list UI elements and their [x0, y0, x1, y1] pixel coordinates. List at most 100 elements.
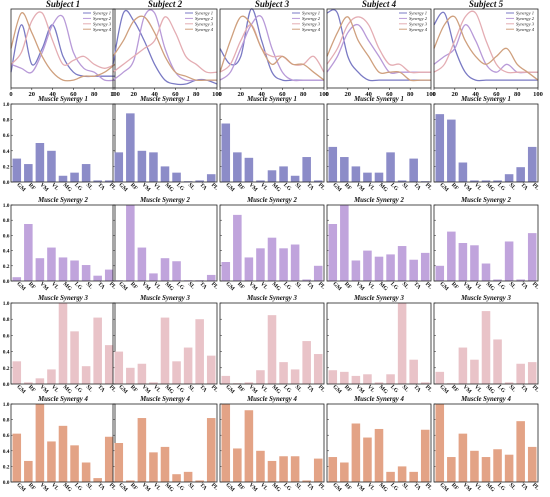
legend-label: Synergy 2 — [195, 16, 214, 21]
category-label: PL — [108, 384, 117, 393]
bar-lg — [70, 331, 79, 384]
bar-ta — [516, 167, 525, 182]
category-label: RF — [129, 482, 139, 492]
x-tick-label: 100 — [110, 91, 120, 98]
legend-label: Synergy 2 — [516, 16, 535, 21]
subject-title: Subject 2 — [148, 0, 183, 9]
bar-vl — [363, 437, 372, 482]
bar-pl — [104, 345, 114, 384]
bar-gm — [435, 371, 445, 384]
bar-pl — [104, 180, 114, 182]
bar-pl — [313, 354, 323, 384]
bar-lg — [493, 339, 502, 384]
x-tick-label: 80 — [193, 91, 200, 98]
category-label: VM — [38, 182, 49, 193]
category-label: VM — [354, 182, 365, 193]
x-tick-label: 100 — [319, 91, 329, 98]
bar-pl — [420, 252, 430, 281]
bar-rf — [24, 164, 33, 182]
bar-gm — [328, 146, 338, 182]
bar-rf — [233, 152, 242, 182]
category-label: GM — [331, 482, 343, 494]
bar-vl — [363, 250, 372, 281]
bar-vm — [351, 166, 361, 182]
category-label: LG — [282, 384, 292, 394]
bar-pl — [527, 146, 537, 182]
bar-sl — [81, 366, 91, 384]
category-label: VL — [473, 482, 483, 492]
activation-line-synergy-2 — [433, 24, 538, 74]
category-label: SL — [508, 482, 517, 491]
bar-ta — [195, 180, 204, 182]
synergy-title: Muscle Synergy 4 — [353, 396, 404, 403]
category-label: VM — [461, 482, 472, 493]
bar-gm — [12, 433, 22, 482]
category-label: GM — [15, 281, 27, 293]
bar-rf — [233, 383, 242, 384]
category-label: SL — [85, 182, 94, 191]
category-label: TA — [412, 482, 421, 491]
synergy-title: Muscle Synergy 3 — [246, 295, 297, 302]
plot-frame — [219, 204, 325, 282]
category-label: VL — [473, 182, 483, 192]
synergy-title: Muscle Synergy 3 — [139, 295, 190, 302]
bar-rf — [126, 113, 135, 182]
category-label: LG — [282, 182, 292, 192]
bar-mg — [160, 166, 170, 182]
subject-title: Subject 5 — [469, 0, 504, 9]
bar-vl — [149, 382, 158, 384]
category-label: VL — [473, 384, 483, 394]
legend-label: Synergy 3 — [516, 21, 535, 26]
activation-line-synergy-4 — [219, 15, 325, 81]
synergy-4-plot-subject-3: Muscle Synergy 4 GM RF VM VL MG LG SL TA PL — [219, 396, 326, 494]
plot-frame — [112, 204, 218, 282]
category-label: MG — [62, 182, 74, 194]
bar-lg — [279, 456, 288, 482]
bar-pl — [104, 436, 114, 482]
activation-line-synergy-3 — [10, 11, 116, 69]
category-label: MG — [164, 482, 176, 494]
synergy-title: Muscle Synergy 4 — [460, 396, 511, 403]
category-label: RF — [129, 182, 139, 192]
plot-frame — [112, 403, 218, 483]
category-label: RF — [236, 384, 246, 394]
bar-mg — [267, 460, 277, 482]
bar-sl — [290, 175, 300, 182]
category-label: GM — [15, 384, 27, 396]
category-label: MG — [271, 384, 283, 396]
legend-label: Synergy 2 — [93, 16, 112, 21]
category-label: SL — [85, 482, 94, 491]
bar-vl — [363, 172, 372, 182]
bar-sl — [183, 471, 193, 482]
y-tick-label: 0.6 — [3, 433, 10, 439]
synergy-4-plot-subject-5: Muscle Synergy 4 GM RF VM VL MG LG SL TA PL — [433, 396, 540, 494]
bar-pl — [206, 174, 216, 182]
category-label: TA — [412, 384, 421, 393]
x-tick-label: 80 — [407, 91, 414, 98]
category-label: LG — [73, 182, 83, 192]
category-label: VL — [259, 281, 269, 291]
legend-label: Synergy 4 — [302, 27, 321, 32]
plot-frame — [433, 103, 539, 183]
category-label: PL — [108, 482, 117, 491]
bar-rf — [233, 214, 242, 281]
synergy-2-plot-subject-3: Muscle Synergy 2 GM RF VM VL MG LG SL TA PL — [219, 197, 326, 293]
legend-label: Synergy 4 — [516, 27, 535, 32]
bar-gm — [328, 224, 338, 281]
category-label: PL — [108, 182, 117, 191]
activation-line-synergy-4 — [112, 15, 217, 82]
category-label: VM — [247, 281, 258, 292]
x-tick-label: 80 — [514, 91, 521, 98]
bar-rf — [340, 157, 349, 182]
category-label: PL — [531, 281, 540, 290]
legend-label: Synergy 4 — [93, 27, 112, 32]
bar-vl — [256, 370, 265, 384]
x-tick-label: 60 — [386, 91, 393, 98]
bar-rf — [447, 231, 456, 281]
synergy-title: Muscle Synergy 2 — [460, 197, 511, 204]
synergy-1-plot-subject-3: Muscle Synergy 1 GM RF VM VL MG LG SL TA PL — [219, 96, 326, 194]
category-label: MG — [271, 281, 283, 293]
category-label: SL — [401, 482, 410, 491]
bar-ta — [302, 157, 311, 182]
bar-sl — [81, 164, 91, 182]
